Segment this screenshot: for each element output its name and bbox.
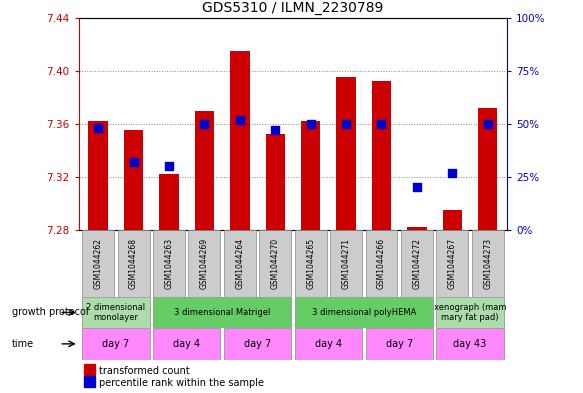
- Point: [164, 163, 174, 169]
- Text: GSM1044270: GSM1044270: [271, 238, 280, 289]
- Bar: [153, 230, 185, 297]
- Bar: [437, 328, 504, 360]
- Point: [235, 116, 244, 123]
- Bar: [230, 51, 250, 230]
- Bar: [366, 328, 433, 360]
- Text: day 4: day 4: [173, 339, 201, 349]
- Text: 2 dimensional
monolayer: 2 dimensional monolayer: [86, 303, 145, 322]
- Text: GSM1044273: GSM1044273: [483, 238, 492, 289]
- Bar: [259, 230, 291, 297]
- Bar: [265, 134, 285, 230]
- Bar: [437, 297, 504, 328]
- Title: GDS5310 / ILMN_2230789: GDS5310 / ILMN_2230789: [202, 1, 384, 15]
- Bar: [224, 328, 291, 360]
- Text: 3 dimensional Matrigel: 3 dimensional Matrigel: [174, 308, 271, 317]
- Bar: [401, 230, 433, 297]
- Text: GSM1044263: GSM1044263: [164, 238, 174, 289]
- Text: GSM1044267: GSM1044267: [448, 238, 457, 289]
- Bar: [224, 230, 256, 297]
- Text: 3 dimensional polyHEMA: 3 dimensional polyHEMA: [311, 308, 416, 317]
- Point: [271, 127, 280, 133]
- Text: time: time: [12, 339, 34, 349]
- Text: day 7: day 7: [385, 339, 413, 349]
- Text: GSM1044264: GSM1044264: [236, 238, 244, 289]
- Text: day 43: day 43: [454, 339, 487, 349]
- Bar: [336, 77, 356, 230]
- Text: GSM1044265: GSM1044265: [306, 238, 315, 289]
- Point: [342, 121, 351, 127]
- Bar: [295, 230, 326, 297]
- Bar: [372, 81, 391, 230]
- Text: day 4: day 4: [315, 339, 342, 349]
- Bar: [301, 121, 321, 230]
- Bar: [295, 297, 433, 328]
- Text: day 7: day 7: [102, 339, 129, 349]
- Text: day 7: day 7: [244, 339, 271, 349]
- Bar: [159, 174, 179, 230]
- Bar: [89, 121, 108, 230]
- Point: [483, 121, 493, 127]
- Point: [93, 125, 103, 131]
- Text: xenograph (mam
mary fat pad): xenograph (mam mary fat pad): [434, 303, 506, 322]
- Bar: [118, 230, 149, 297]
- Point: [129, 159, 138, 165]
- Bar: [295, 328, 362, 360]
- Text: growth protocol: growth protocol: [12, 307, 88, 318]
- Bar: [407, 227, 427, 230]
- Text: GSM1044271: GSM1044271: [342, 238, 350, 289]
- Bar: [124, 130, 143, 230]
- Legend: transformed count, percentile rank within the sample: transformed count, percentile rank withi…: [83, 366, 264, 388]
- Text: GSM1044268: GSM1044268: [129, 238, 138, 289]
- Point: [200, 121, 209, 127]
- Bar: [153, 328, 220, 360]
- Bar: [82, 230, 114, 297]
- Text: GSM1044262: GSM1044262: [94, 238, 103, 289]
- Bar: [195, 110, 214, 230]
- Text: GSM1044269: GSM1044269: [200, 238, 209, 289]
- Bar: [366, 230, 398, 297]
- Bar: [330, 230, 362, 297]
- Bar: [437, 230, 468, 297]
- Text: GSM1044272: GSM1044272: [412, 238, 422, 289]
- Point: [412, 184, 422, 191]
- Point: [306, 121, 315, 127]
- Bar: [188, 230, 220, 297]
- Bar: [472, 230, 504, 297]
- Point: [377, 121, 386, 127]
- Bar: [82, 297, 149, 328]
- Bar: [478, 108, 497, 230]
- Bar: [82, 328, 149, 360]
- Bar: [442, 210, 462, 230]
- Bar: [153, 297, 291, 328]
- Text: GSM1044266: GSM1044266: [377, 238, 386, 289]
- Point: [448, 169, 457, 176]
